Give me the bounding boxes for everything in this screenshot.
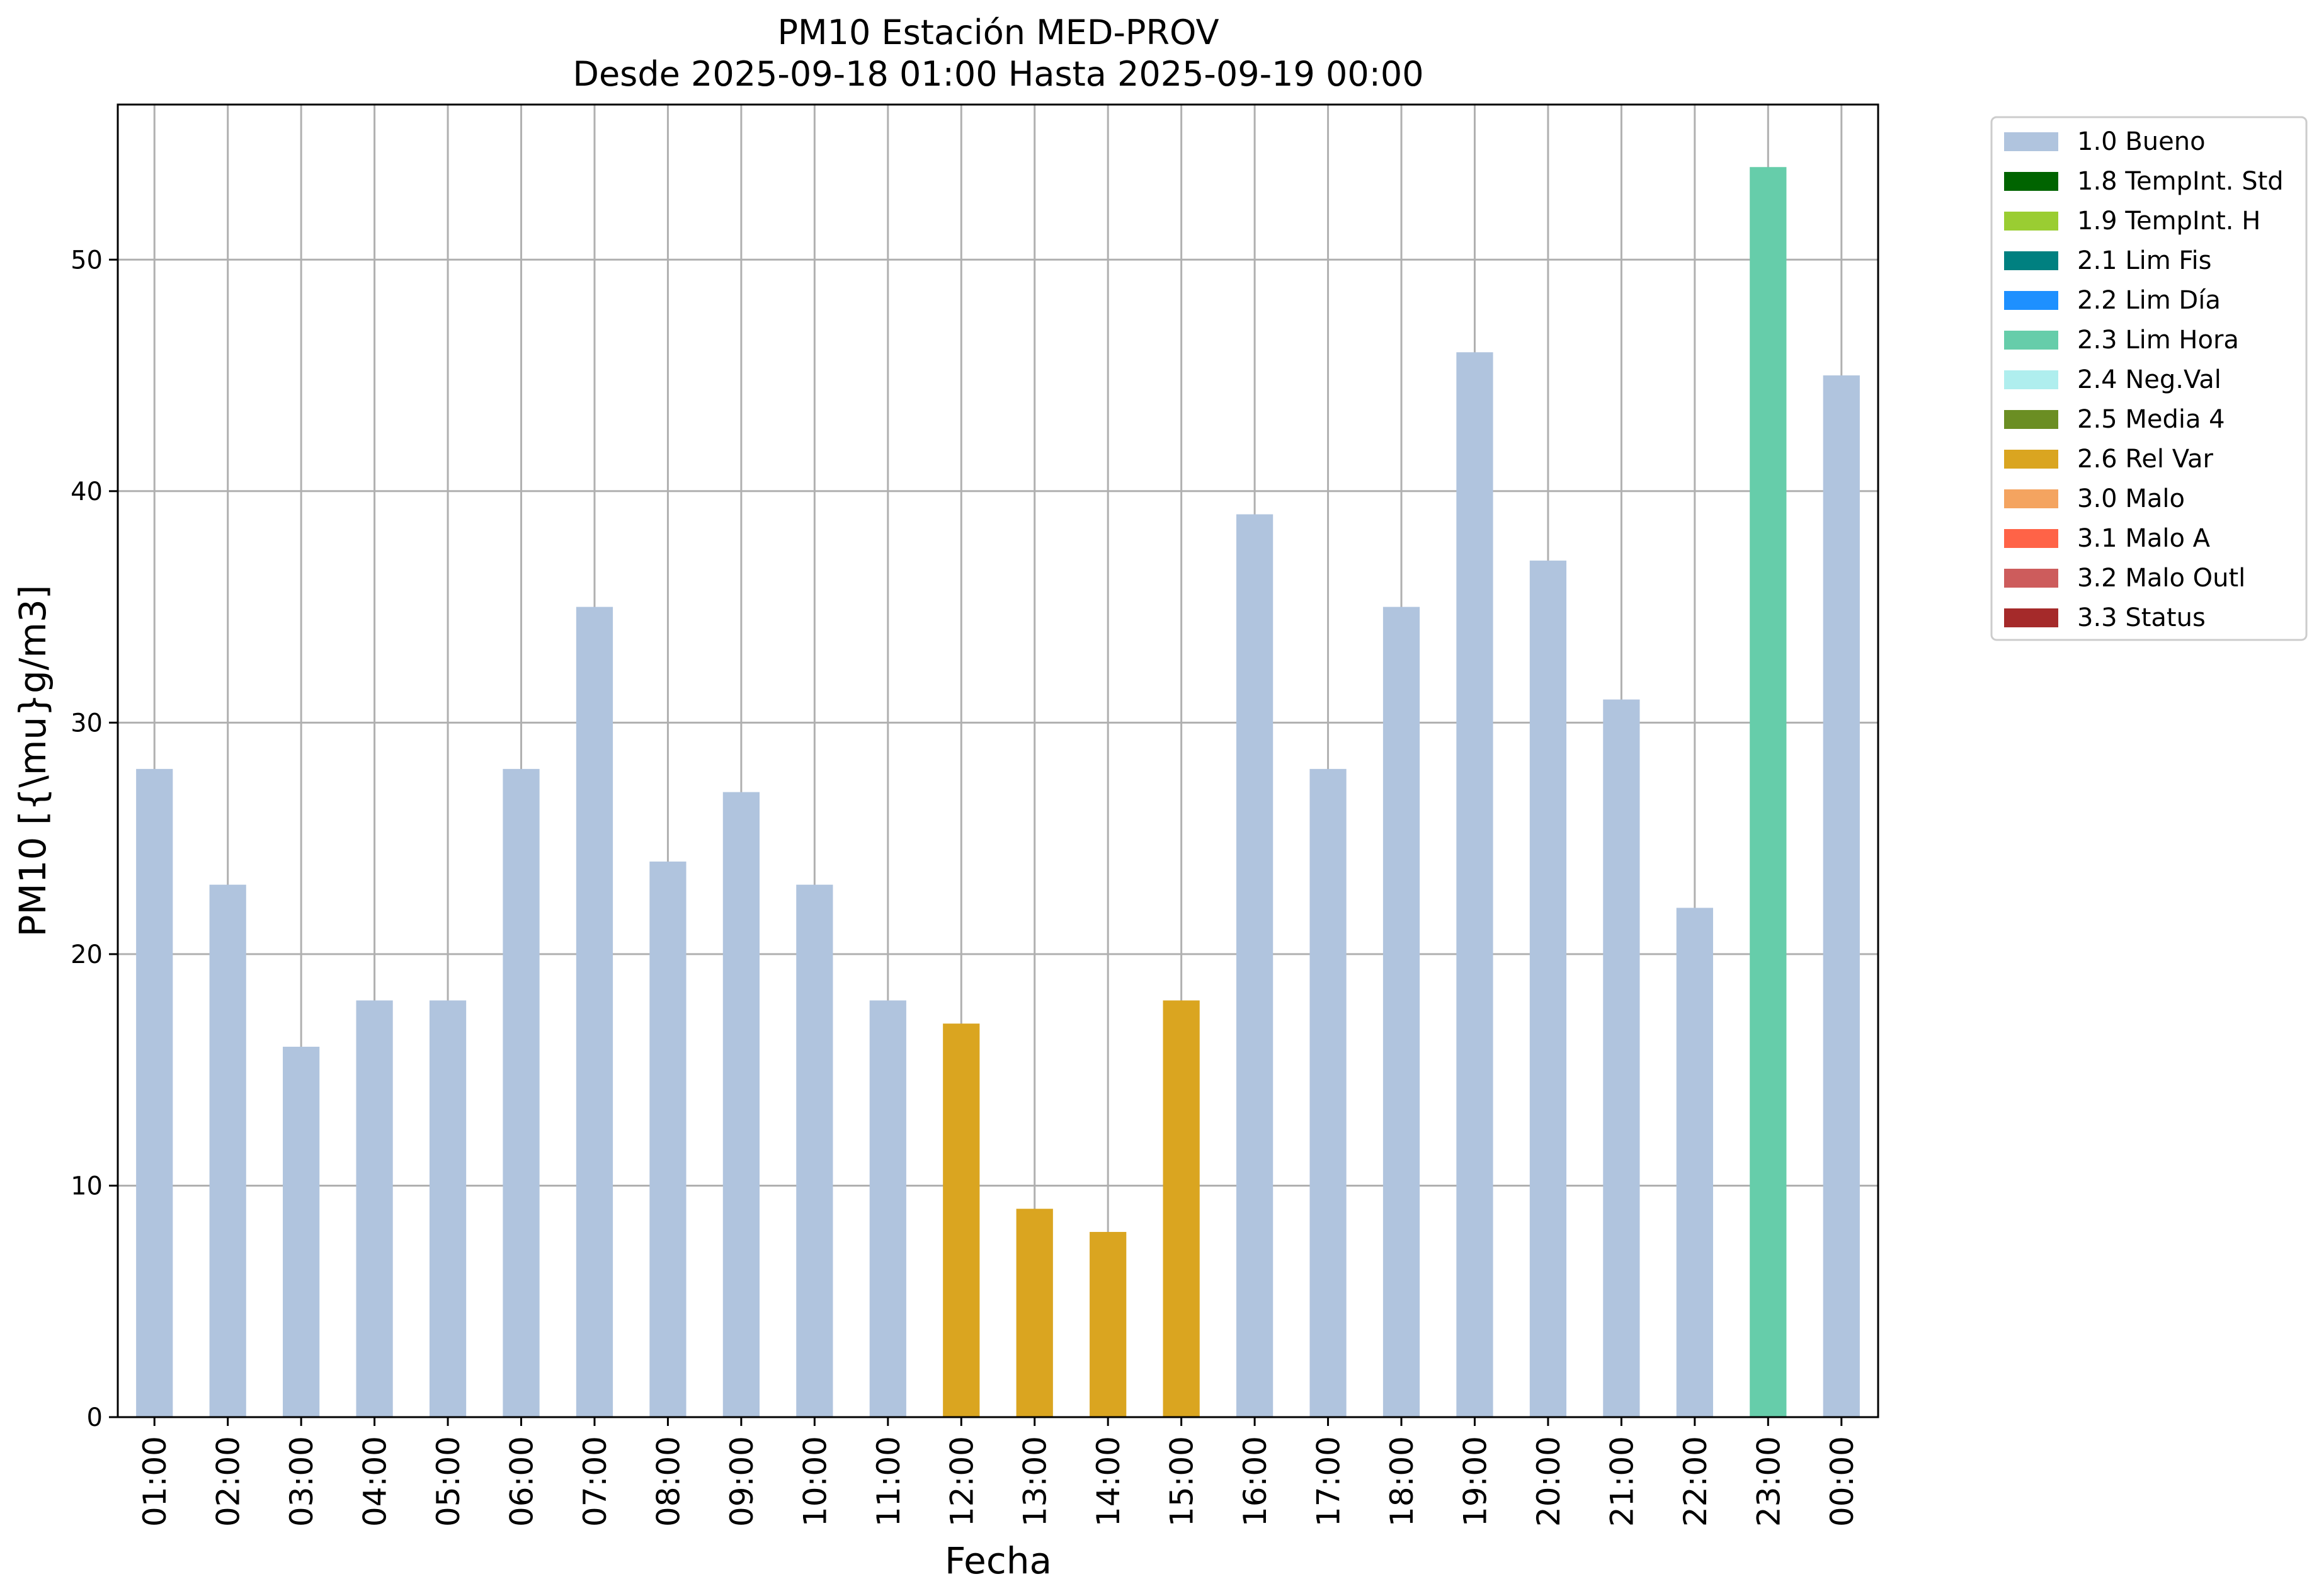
chart-subtitle: Desde 2025-09-18 01:00 Hasta 2025-09-19 … (573, 54, 1423, 94)
chart-title: PM10 Estación MED-PROV (777, 13, 1219, 52)
legend-swatch (2004, 291, 2058, 310)
bar-2200 (1676, 908, 1713, 1417)
legend-swatch (2004, 212, 2058, 231)
x-tick-label: 12:00 (943, 1436, 980, 1527)
x-tick-label: 06:00 (504, 1436, 540, 1527)
x-tick-label: 03:00 (283, 1436, 320, 1527)
legend-label: 3.1 Malo A (2077, 524, 2211, 553)
bar-0100 (136, 768, 173, 1417)
legend-label: 1.8 TempInt. Std (2077, 167, 2284, 196)
x-tick-label: 05:00 (430, 1436, 467, 1527)
bar-0600 (503, 768, 540, 1417)
legend-label: 1.0 Bueno (2077, 127, 2206, 156)
legend-swatch (2004, 410, 2058, 429)
y-axis-label: PM10 [{\mu}g/m3] (11, 585, 54, 937)
bar-0500 (429, 1000, 467, 1417)
legend-swatch (2004, 132, 2058, 151)
x-tick-label: 14:00 (1090, 1436, 1127, 1527)
x-tick-label: 23:00 (1750, 1436, 1787, 1527)
bar-1200 (943, 1023, 980, 1417)
x-tick-label: 11:00 (870, 1436, 907, 1527)
legend-label: 1.9 TempInt. H (2077, 207, 2260, 236)
x-tick-label: 13:00 (1017, 1436, 1054, 1527)
bar-0900 (722, 792, 760, 1417)
x-tick-label: 18:00 (1384, 1436, 1420, 1527)
legend-swatch (2004, 569, 2058, 588)
y-tick-label: 0 (87, 1403, 103, 1432)
bars (136, 167, 1860, 1418)
x-tick-label: 04:00 (357, 1436, 394, 1527)
bar-1100 (869, 1000, 906, 1417)
plot-frame (117, 103, 1879, 1418)
bar-1700 (1309, 768, 1347, 1417)
legend-label: 2.3 Lim Hora (2077, 326, 2239, 355)
bar-1300 (1016, 1209, 1053, 1417)
bar-1400 (1090, 1231, 1127, 1417)
bar-1600 (1236, 514, 1273, 1418)
legend-swatch (2004, 331, 2058, 350)
bar-0400 (356, 1000, 393, 1417)
legend-label: 3.3 Status (2077, 603, 2206, 632)
bar-2000 (1529, 561, 1567, 1417)
x-tick-label: 16:00 (1237, 1436, 1273, 1527)
legend: 1.0 Bueno 1.8 TempInt. Std 1.9 TempInt. H 2… (1990, 116, 2308, 641)
x-tick-label: 09:00 (724, 1436, 760, 1527)
bar-2100 (1603, 699, 1640, 1417)
x-tick-label: 01:00 (137, 1436, 173, 1527)
legend-label: 3.2 Malo Outl (2077, 564, 2245, 593)
x-tick-label: 07:00 (577, 1436, 613, 1527)
legend-swatch (2004, 450, 2058, 469)
x-tick-label: 19:00 (1457, 1436, 1493, 1527)
bar-0300 (283, 1046, 320, 1417)
bar-1000 (796, 884, 833, 1417)
legend-label: 2.1 Lim Fis (2077, 246, 2211, 275)
x-tick-label: 17:00 (1311, 1436, 1347, 1527)
bar-0200 (209, 884, 246, 1417)
x-tick-label: 15:00 (1164, 1436, 1200, 1527)
legend-swatch (2004, 608, 2058, 627)
y-tick-label: 50 (71, 246, 103, 275)
bar-0700 (576, 607, 613, 1417)
legend-swatch (2004, 251, 2058, 270)
legend-label: 2.2 Lim Día (2077, 286, 2221, 315)
x-tick-label: 21:00 (1604, 1436, 1640, 1527)
bar-0000 (1823, 375, 1860, 1417)
legend-label: 2.6 Rel Var (2077, 445, 2214, 474)
x-tick-label: 10:00 (797, 1436, 833, 1527)
y-tick-label: 10 (71, 1171, 103, 1200)
axis-ticks: 0 10 20 30 40 50 01:00 02:00 03:00 04:00 05:00 06:0… (71, 246, 1860, 1527)
legend-label: 2.5 Media 4 (2077, 405, 2225, 434)
bar-1800 (1382, 607, 1420, 1417)
legend-swatch (2004, 529, 2058, 548)
x-tick-label: 02:00 (210, 1436, 247, 1527)
y-tick-label: 30 (71, 709, 103, 738)
x-tick-label: 22:00 (1677, 1436, 1714, 1527)
legend-swatch (2004, 489, 2058, 508)
legend-label: 2.4 Neg.Val (2077, 365, 2221, 394)
bar-2300 (1750, 167, 1787, 1418)
legend-swatch (2004, 172, 2058, 191)
legend-swatch (2004, 370, 2058, 389)
y-tick-label: 40 (71, 477, 103, 506)
legend-label: 3.0 Malo (2077, 484, 2185, 513)
legend-frame (1990, 116, 2308, 641)
x-tick-label: 00:00 (1824, 1436, 1860, 1527)
y-tick-label: 20 (71, 940, 103, 969)
bar-0800 (649, 861, 687, 1417)
bar-1900 (1456, 352, 1493, 1418)
x-axis-label: Fecha (945, 1539, 1052, 1582)
bar-1500 (1163, 1000, 1200, 1417)
x-tick-label: 20:00 (1530, 1436, 1567, 1527)
x-tick-label: 08:00 (650, 1436, 687, 1527)
